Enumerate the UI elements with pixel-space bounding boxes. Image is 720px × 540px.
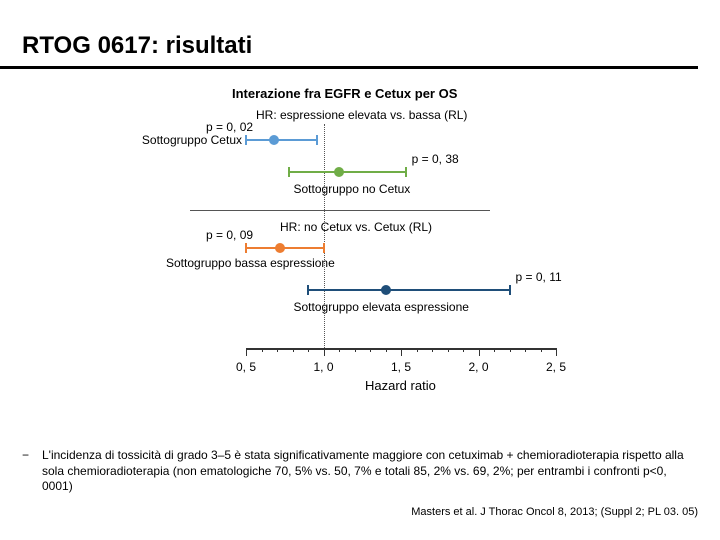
- series-label-2: Sottogruppo bassa espressione: [166, 256, 335, 270]
- minor-tick: [448, 348, 449, 352]
- pval-1: p = 0, 38: [412, 152, 459, 166]
- chart-title: Interazione fra EGFR e Cetux per OS: [232, 86, 457, 101]
- ci-cap-hi-3: [509, 285, 511, 295]
- citation: Masters et al. J Thorac Oncol 8, 2013; (…: [411, 506, 698, 518]
- minor-tick: [262, 348, 263, 352]
- point-0: [269, 135, 279, 145]
- ci-cap-hi-0: [316, 135, 318, 145]
- minor-tick: [541, 348, 542, 352]
- tick-label: 2, 0: [468, 360, 488, 374]
- pval-3: p = 0, 11: [516, 270, 562, 284]
- tick-label: 1, 5: [391, 360, 411, 374]
- minor-tick: [510, 348, 511, 352]
- ci-cap-hi-2: [323, 243, 325, 253]
- ci-cap-lo-2: [245, 243, 247, 253]
- footnote-bullet: − L'incidenza di tossicità di grado 3–5 …: [22, 448, 698, 495]
- point-3: [381, 285, 391, 295]
- tick: [324, 348, 325, 356]
- minor-tick: [463, 348, 464, 352]
- tick: [401, 348, 402, 356]
- minor-tick: [293, 348, 294, 352]
- minor-tick: [417, 348, 418, 352]
- section1-label: HR: espressione elevata vs. bassa (RL): [256, 108, 467, 122]
- tick-label: 1, 0: [313, 360, 333, 374]
- ci-line-0: [246, 139, 317, 141]
- tick: [479, 348, 480, 356]
- section2-label: HR: no Cetux vs. Cetux (RL): [280, 220, 432, 234]
- ci-cap-hi-1: [405, 167, 407, 177]
- pval-2: p = 0, 09: [206, 228, 253, 242]
- minor-tick: [494, 348, 495, 352]
- minor-tick: [370, 348, 371, 352]
- minor-tick: [525, 348, 526, 352]
- ci-cap-lo-0: [245, 135, 247, 145]
- ref-line: [324, 124, 325, 348]
- footnote-text: L'incidenza di tossicità di grado 3–5 è …: [42, 448, 698, 495]
- forest-plot: Interazione fra EGFR e Cetux per OS HR: e…: [0, 80, 720, 430]
- minor-tick: [277, 348, 278, 352]
- minor-tick: [308, 348, 309, 352]
- bullet-dash: −: [22, 448, 29, 464]
- section-divider: [190, 210, 490, 211]
- ci-line-1: [289, 171, 405, 173]
- ci-cap-lo-3: [307, 285, 309, 295]
- tick-label: 0, 5: [236, 360, 256, 374]
- point-1: [334, 167, 344, 177]
- minor-tick: [339, 348, 340, 352]
- axis-label: Hazard ratio: [365, 378, 436, 393]
- point-2: [275, 243, 285, 253]
- series-label-1: Sottogruppo no Cetux: [294, 182, 411, 196]
- minor-tick: [355, 348, 356, 352]
- tick: [246, 348, 247, 356]
- series-label-3: Sottogruppo elevata espressione: [294, 300, 469, 314]
- pval-0: p = 0, 02: [206, 120, 253, 134]
- tick-label: 2, 5: [546, 360, 566, 374]
- series-label-0: Sottogruppo Cetux: [142, 133, 242, 147]
- tick: [556, 348, 557, 356]
- minor-tick: [432, 348, 433, 352]
- ci-line-3: [308, 289, 510, 291]
- page-title: RTOG 0617: risultati: [0, 0, 698, 69]
- ci-cap-lo-1: [288, 167, 290, 177]
- minor-tick: [386, 348, 387, 352]
